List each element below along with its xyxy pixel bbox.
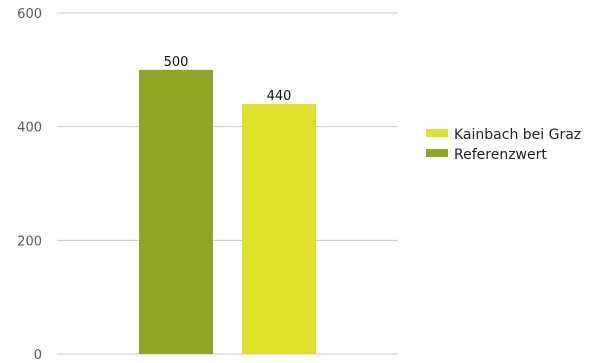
data-label-kainbach-bei-graz: 440: [267, 89, 292, 104]
y-axis-tick-labels: 0 200 400 600: [17, 7, 42, 363]
y-tick-label-0: 0: [34, 348, 42, 363]
y-tick-label-200: 200: [17, 234, 42, 249]
bars-layer: [139, 69, 316, 354]
legend-label-referenzwert: Referenzwert: [454, 147, 547, 163]
data-labels-layer: 500 440: [164, 55, 292, 104]
y-tick-label-400: 400: [17, 121, 42, 136]
legend: Kainbach bei Graz Referenzwert: [426, 127, 581, 163]
bar-referenzwert: [139, 69, 213, 354]
bar-kainbach-bei-graz: [242, 103, 316, 354]
data-label-referenzwert: 500: [164, 55, 189, 70]
grid-layer: [57, 12, 398, 355]
y-tick-label-600: 600: [17, 7, 42, 22]
legend-label-kainbach-bei-graz: Kainbach bei Graz: [454, 127, 581, 143]
legend-swatch-referenzwert: [426, 149, 448, 157]
legend-swatch-kainbach-bei-graz: [426, 129, 448, 137]
